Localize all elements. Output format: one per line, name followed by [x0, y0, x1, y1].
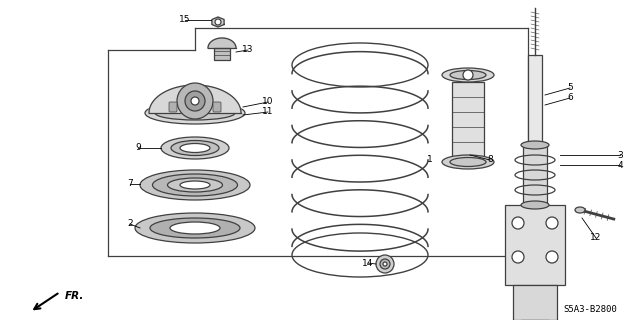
Text: 11: 11: [262, 108, 274, 116]
Ellipse shape: [521, 141, 549, 149]
Circle shape: [191, 97, 199, 105]
Ellipse shape: [150, 218, 240, 238]
Ellipse shape: [450, 157, 486, 166]
Ellipse shape: [155, 106, 235, 120]
Text: 13: 13: [243, 45, 253, 54]
FancyBboxPatch shape: [505, 205, 565, 285]
Text: 12: 12: [590, 234, 602, 243]
Circle shape: [380, 259, 390, 269]
Ellipse shape: [442, 68, 494, 82]
Ellipse shape: [170, 222, 220, 234]
Ellipse shape: [140, 170, 250, 200]
Circle shape: [376, 255, 394, 273]
Text: 4: 4: [617, 161, 623, 170]
Circle shape: [383, 262, 387, 266]
Ellipse shape: [450, 70, 486, 79]
Text: 15: 15: [179, 15, 191, 25]
Circle shape: [185, 91, 205, 111]
Text: 1: 1: [427, 156, 433, 164]
Text: 6: 6: [567, 93, 573, 102]
Text: 10: 10: [262, 98, 274, 107]
Circle shape: [215, 19, 221, 25]
Text: 9: 9: [135, 143, 141, 153]
FancyBboxPatch shape: [214, 48, 230, 60]
Ellipse shape: [180, 181, 210, 189]
Text: 5: 5: [567, 84, 573, 92]
FancyBboxPatch shape: [169, 102, 177, 112]
FancyBboxPatch shape: [528, 55, 542, 145]
Circle shape: [177, 83, 213, 119]
Circle shape: [463, 70, 473, 80]
Ellipse shape: [442, 155, 494, 169]
Ellipse shape: [168, 178, 223, 192]
FancyBboxPatch shape: [213, 102, 221, 112]
Ellipse shape: [171, 140, 219, 156]
Polygon shape: [212, 17, 224, 27]
Circle shape: [546, 217, 558, 229]
Circle shape: [546, 251, 558, 263]
FancyBboxPatch shape: [452, 82, 484, 162]
FancyBboxPatch shape: [513, 285, 557, 320]
Text: 8: 8: [487, 156, 493, 164]
Ellipse shape: [145, 102, 245, 124]
Text: 3: 3: [617, 150, 623, 159]
Text: 14: 14: [362, 259, 374, 268]
Text: 2: 2: [127, 220, 133, 228]
Circle shape: [512, 251, 524, 263]
Text: S5A3-B2800: S5A3-B2800: [563, 306, 617, 315]
Ellipse shape: [135, 213, 255, 243]
Ellipse shape: [180, 143, 210, 153]
Ellipse shape: [521, 201, 549, 209]
Ellipse shape: [152, 174, 237, 196]
Polygon shape: [208, 38, 236, 48]
Text: 7: 7: [127, 180, 133, 188]
Ellipse shape: [161, 137, 229, 159]
Text: FR.: FR.: [65, 291, 84, 301]
Circle shape: [512, 217, 524, 229]
Ellipse shape: [575, 207, 585, 213]
FancyBboxPatch shape: [523, 145, 547, 205]
Polygon shape: [149, 85, 241, 113]
